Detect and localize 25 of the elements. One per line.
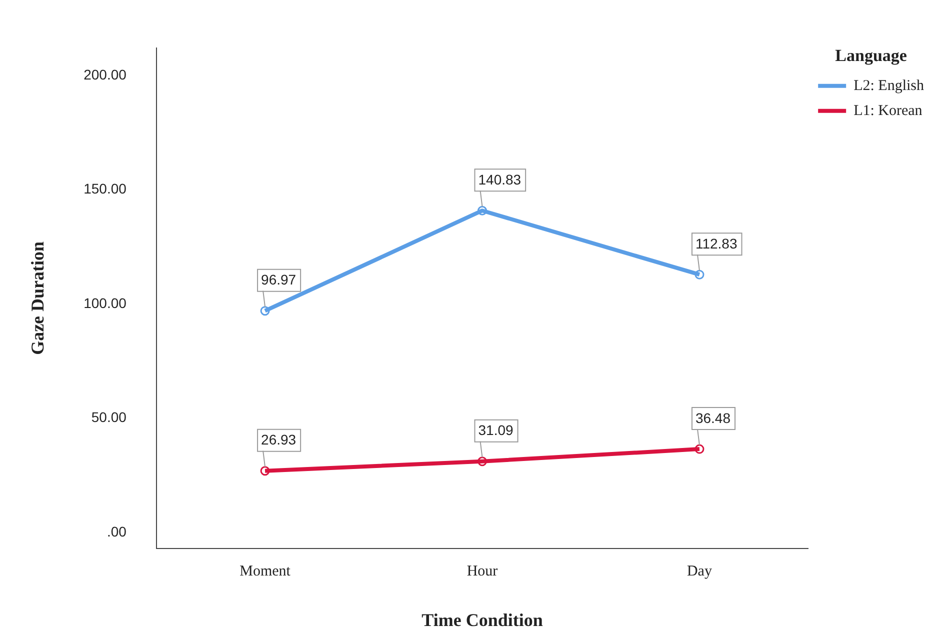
legend-label: L1: Korean [854,102,923,119]
y-tick-label: 200.00 [84,66,127,82]
point [478,456,488,466]
data-label: 26.93 [261,432,296,448]
y-tick-label: 150.00 [84,180,127,197]
data-label: 31.09 [478,422,514,438]
data-label: 96.97 [261,272,296,288]
y-tick-label: 100.00 [84,294,127,311]
y-tick-label: .00 [106,523,127,540]
point [260,466,270,476]
data-label: 140.83 [478,171,522,188]
data-label: 36.48 [695,410,731,426]
x-tick-label: Moment [240,563,292,580]
y-axis-title: Gaze Duration [27,241,48,355]
point [478,206,488,216]
point [694,270,704,280]
legend-label: L2: English [854,78,924,94]
legend-title: Language [835,46,908,65]
x-tick-label: Day [686,563,712,580]
point [260,306,270,316]
point [694,444,704,454]
y-tick-label: 50.00 [91,409,127,426]
x-axis-title: Time Condition [422,610,543,630]
x-tick-label: Hour [466,563,498,580]
data-label: 112.83 [695,235,738,252]
